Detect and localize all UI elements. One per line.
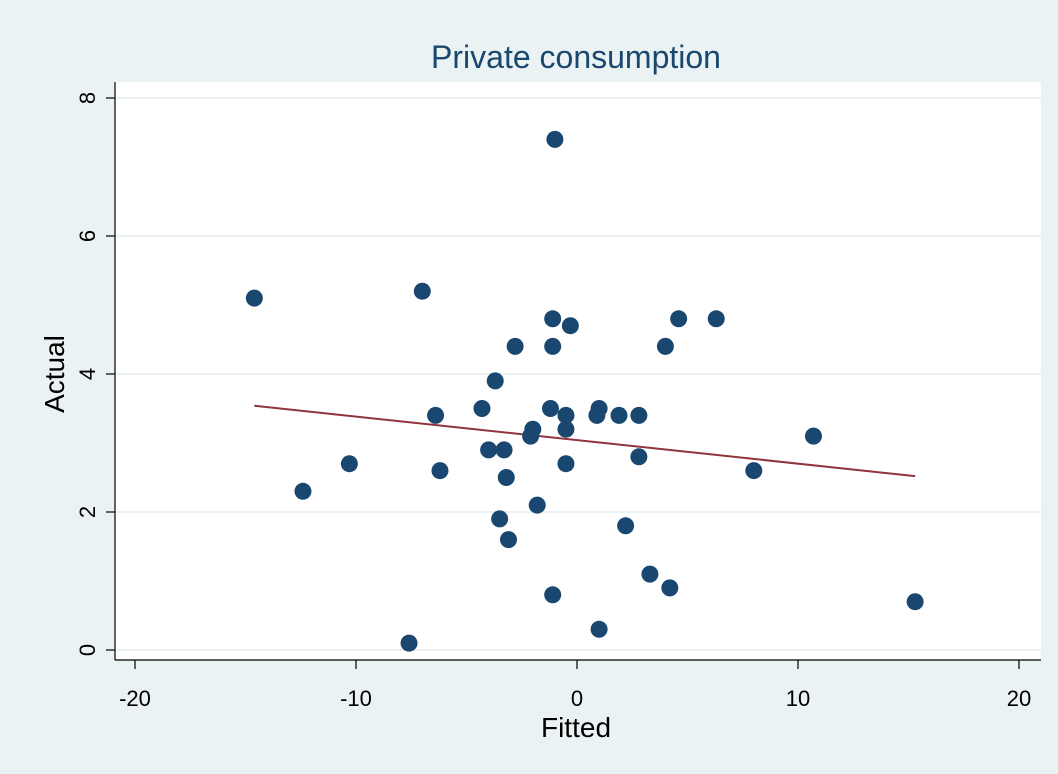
data-point	[400, 634, 418, 652]
data-point	[630, 406, 648, 424]
data-point	[499, 531, 517, 549]
x-axis-label: Fitted	[541, 712, 611, 743]
y-tick-label: 0	[75, 644, 100, 656]
data-point	[541, 400, 559, 417]
grid-lines	[115, 97, 1041, 651]
data-point	[491, 510, 509, 528]
data-point	[670, 310, 688, 328]
x-tick-label: -10	[340, 686, 372, 711]
fit-line	[254, 404, 916, 478]
data-point	[561, 317, 579, 335]
data-point	[610, 406, 628, 424]
data-point	[544, 337, 562, 355]
data-point	[544, 310, 562, 328]
data-point	[473, 400, 491, 417]
data-point	[544, 586, 562, 604]
data-point	[557, 420, 575, 438]
plot-area	[115, 82, 1041, 660]
data-point	[557, 406, 575, 424]
data-point	[340, 455, 358, 473]
x-axis-ticks: -20 -10 0 10 20	[119, 660, 1031, 711]
data-point	[495, 441, 513, 459]
data-point	[524, 420, 542, 438]
data-point	[528, 496, 546, 514]
data-point	[745, 462, 763, 480]
data-point	[486, 372, 504, 390]
x-tick-label: 0	[571, 686, 583, 711]
data-point	[804, 427, 822, 445]
y-tick-label: 4	[75, 368, 100, 380]
data-point	[641, 565, 659, 583]
data-point	[245, 289, 263, 307]
data-point	[656, 337, 674, 355]
fit-line-layer	[254, 404, 916, 478]
x-tick-label: 20	[1007, 686, 1031, 711]
y-tick-label: 2	[75, 506, 100, 518]
chart-title: Private consumption	[431, 39, 721, 75]
data-point	[661, 579, 679, 597]
data-point	[497, 469, 515, 486]
data-point	[506, 337, 524, 355]
points-layer	[245, 130, 924, 652]
data-point	[294, 482, 312, 500]
x-tick-label: 10	[786, 686, 810, 711]
data-point	[906, 593, 924, 611]
y-tick-label: 6	[75, 230, 100, 242]
data-point	[557, 455, 575, 473]
data-point	[480, 441, 498, 459]
data-point	[590, 400, 608, 417]
data-point	[707, 310, 725, 328]
data-point	[413, 282, 431, 300]
y-axis-ticks: 0 2 4 6 8	[75, 92, 115, 656]
data-point	[590, 620, 608, 638]
data-point	[427, 406, 445, 424]
data-point	[617, 517, 635, 535]
data-point	[630, 448, 648, 466]
x-tick-label: -20	[119, 686, 151, 711]
data-point	[431, 462, 449, 480]
data-point	[546, 130, 564, 148]
y-axis-label: Actual	[39, 335, 70, 413]
y-tick-label: 8	[75, 92, 100, 104]
